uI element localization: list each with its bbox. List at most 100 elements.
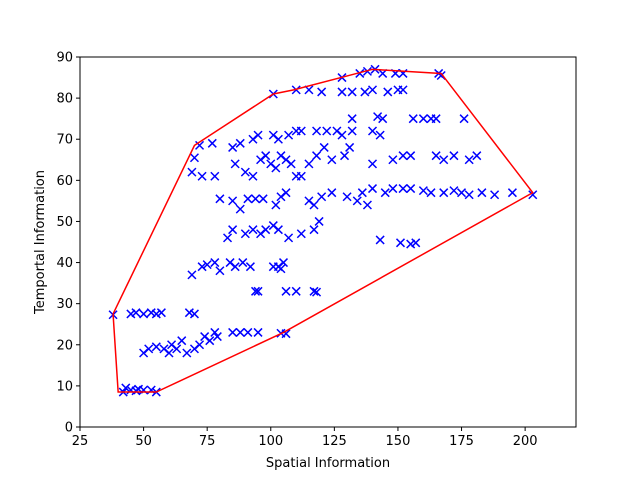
plot-frame [79, 56, 577, 428]
y-tick-label: 50 [56, 215, 73, 230]
scatter-point [347, 126, 357, 136]
scatter-point [243, 327, 253, 337]
scatter-point [228, 196, 238, 206]
y-tick-label: 30 [56, 297, 73, 312]
scatter-point [205, 336, 215, 346]
scatter-point [284, 233, 294, 243]
scatter-point [411, 238, 421, 248]
scatter-point [228, 327, 238, 337]
scatter-point [258, 194, 268, 204]
x-axis-label: Spatial Information [266, 456, 390, 471]
y-tick-label: 70 [56, 133, 73, 148]
scatter-point [187, 167, 197, 177]
scatter-point [228, 225, 238, 235]
scatter-point [464, 155, 474, 165]
scatter-point [398, 151, 408, 161]
scatter-point [337, 87, 347, 97]
scatter-point [337, 130, 347, 140]
scatter-point [271, 200, 281, 210]
scatter-point [319, 142, 329, 152]
scatter-point [261, 225, 271, 235]
x-tick-label: 75 [199, 434, 216, 449]
scatter-point [383, 87, 393, 97]
scatter-point [439, 155, 449, 165]
scatter-point [281, 329, 291, 339]
scatter-point [121, 383, 131, 393]
scatter-point [215, 266, 225, 276]
scatter-point [490, 190, 500, 200]
scatter-point [164, 348, 174, 358]
scatter-point [230, 262, 240, 272]
x-tick-label: 100 [258, 434, 283, 449]
y-tick-label: 90 [56, 51, 73, 66]
y-tick-label: 10 [56, 379, 73, 394]
scatter-point [281, 188, 291, 198]
scatter-point [215, 194, 225, 204]
scatter-point [304, 159, 314, 169]
scatter-point [210, 258, 220, 268]
scatter-point [235, 138, 245, 148]
scatter-point [431, 151, 441, 161]
scatter-point [312, 126, 322, 136]
x-tick-label: 50 [135, 434, 152, 449]
scatter-point [253, 327, 263, 337]
scatter-point [380, 188, 390, 198]
y-tick-label: 60 [56, 174, 73, 189]
scatter-point [240, 167, 250, 177]
scatter-point [197, 171, 207, 181]
scatter-point [406, 184, 416, 194]
scatter-point [528, 190, 538, 200]
scatter-point [375, 130, 385, 140]
scatter-point [296, 171, 306, 181]
x-tick-label: 150 [386, 434, 411, 449]
scatter-point [296, 229, 306, 239]
x-tick-label: 125 [322, 434, 347, 449]
scatter-point [248, 171, 258, 181]
scatter-point [210, 327, 220, 337]
scatter-point [459, 114, 469, 124]
scatter-point [271, 163, 281, 173]
scatter-point [172, 344, 182, 354]
scatter-point [347, 114, 357, 124]
scatter-point [261, 151, 271, 161]
scatter-point [309, 225, 319, 235]
scatter-point [426, 188, 436, 198]
scatter-point [253, 130, 263, 140]
scatter-point [360, 87, 370, 97]
scatter-point [238, 258, 248, 268]
scatter-point [457, 188, 467, 198]
scatter-point [243, 194, 253, 204]
scatter-point [472, 151, 482, 161]
scatter-point [273, 225, 283, 235]
y-axis-label: Temportal Information [33, 170, 48, 315]
scatter-point [144, 344, 154, 354]
scatter-point [235, 204, 245, 214]
scatter-point [312, 287, 322, 297]
scatter-point [235, 327, 245, 337]
scatter-point [327, 188, 337, 198]
scatter-point [245, 262, 255, 272]
scatter-point [439, 188, 449, 198]
scatter-point [431, 114, 441, 124]
scatter-point [378, 114, 388, 124]
scatter-point [342, 192, 352, 202]
scatter-point [408, 114, 418, 124]
scatter-point [187, 270, 197, 280]
scatter-point [139, 309, 149, 319]
scatter-point [406, 151, 416, 161]
scatter-point [314, 216, 324, 226]
scatter-point [253, 286, 263, 296]
scatter-point [281, 286, 291, 296]
scatter-point [367, 184, 378, 194]
scatter-point [317, 87, 327, 97]
scatter-point [156, 308, 166, 318]
scatter-point [373, 112, 383, 122]
scatter-point [449, 186, 459, 196]
scatter-point [250, 286, 261, 296]
scatter-point [182, 348, 192, 358]
scatter-point [317, 192, 327, 202]
scatter-point [312, 151, 322, 161]
scatter-point [398, 184, 408, 194]
scatter-point [347, 87, 357, 97]
